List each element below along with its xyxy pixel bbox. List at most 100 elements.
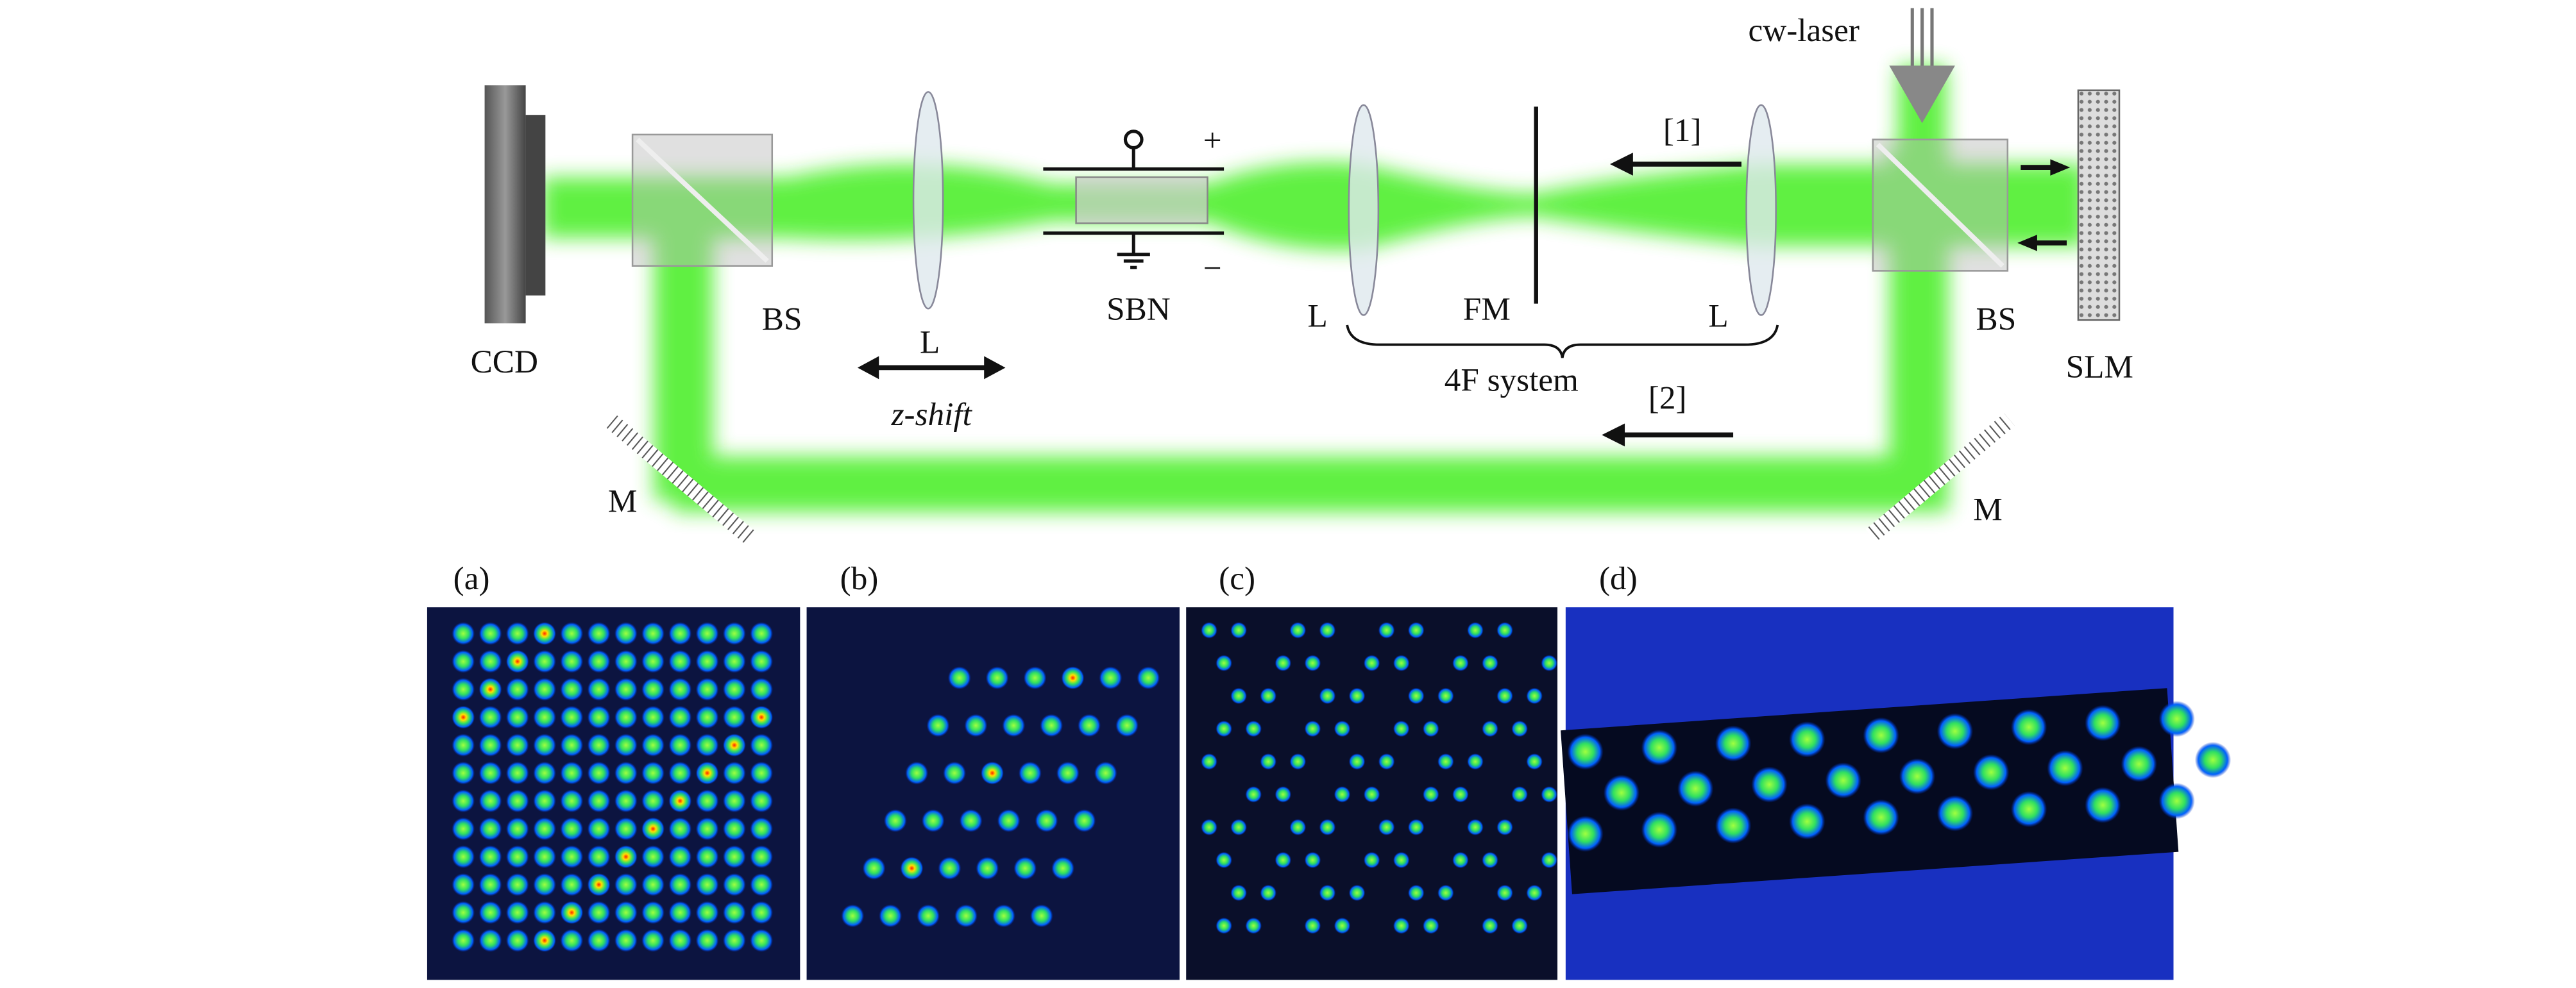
lattice-spot (722, 928, 746, 952)
lattice-spot (1526, 687, 1543, 705)
lattice-spot (1319, 884, 1336, 901)
lattice-spot (505, 622, 529, 646)
lattice-spot (841, 904, 865, 928)
lattice-spot (587, 733, 611, 757)
lattice-spot (1423, 720, 1439, 737)
lattice-spot (641, 901, 665, 925)
lattice-spot (1304, 851, 1321, 869)
lattice-spot (879, 904, 902, 928)
lattice-spot (695, 761, 719, 785)
annotation: [2] (1648, 380, 1687, 416)
lattice-spot (641, 761, 665, 785)
lattice-spot (1567, 733, 1604, 770)
lattice-spot (479, 789, 502, 813)
lattice-spot (479, 705, 502, 729)
lattice-spot (479, 928, 502, 952)
lattice-spot (695, 817, 719, 841)
lattice-spot (1115, 714, 1139, 737)
panel-label: (b) (840, 560, 879, 597)
lattice-spot (668, 873, 692, 896)
lattice-spot (1467, 753, 1484, 770)
lattice-spot (614, 901, 638, 925)
lattice-spot (695, 928, 719, 952)
lattice-spot (479, 678, 502, 701)
lattice-spot (1511, 786, 1528, 803)
lattice-spot (1289, 819, 1307, 836)
lens (1348, 104, 1380, 316)
lattice-spot (1245, 786, 1262, 803)
lattice-spot (1936, 795, 1974, 832)
lattice-spot (614, 705, 638, 729)
lattice-spot (1030, 904, 1053, 928)
lattice-spot (917, 904, 940, 928)
splitter-plane (636, 137, 769, 263)
lattice-spot (560, 873, 584, 896)
label: SLM (2066, 349, 2133, 385)
lattice-spot (985, 666, 1009, 690)
lattice-spot (614, 873, 638, 896)
ccd (484, 85, 526, 324)
lattice-spot (954, 904, 978, 928)
lattice-spot (452, 678, 475, 701)
lattice-spot (695, 705, 719, 729)
lattice-spot (533, 845, 556, 869)
lattice-spot (1348, 687, 1366, 705)
lattice-spot (2158, 783, 2195, 819)
lattice-spot (2121, 746, 2157, 782)
lattice-spot (2010, 791, 2047, 828)
lattice-spot (1526, 753, 1543, 770)
lattice-spot (1201, 622, 1217, 639)
lattice-spot (1319, 687, 1336, 705)
lattice-spot (1216, 720, 1232, 737)
lattice-spot (668, 678, 692, 701)
label: M (608, 483, 638, 520)
lattice-spot (1334, 786, 1351, 803)
lattice-spot (587, 817, 611, 841)
lattice-spot (641, 649, 665, 673)
lattice-spot (505, 649, 529, 673)
lattice-spot (668, 845, 692, 869)
lattice-spot (533, 901, 556, 925)
lattice-spot (1348, 753, 1366, 770)
lattice-spot (722, 789, 746, 813)
panels: (a) (b) (c) (d) (427, 560, 2232, 980)
lattice-spot (533, 873, 556, 896)
lattice-spot (587, 761, 611, 785)
lattice-spot (505, 928, 529, 952)
lattice-spot (452, 928, 475, 952)
lattice-spot (668, 789, 692, 813)
label: L (920, 324, 940, 360)
label: SBN (1106, 291, 1171, 328)
lattice-spot (452, 873, 475, 896)
lattice-spot (750, 901, 774, 925)
lattice-spot (452, 845, 475, 869)
label: BS (1976, 301, 2017, 338)
lattice-spot (1641, 729, 1678, 766)
lattice-spot (560, 789, 584, 813)
lattice-spot (695, 845, 719, 869)
lattice-spot (533, 733, 556, 757)
lattice-spot (2085, 705, 2121, 741)
lattice-spot (921, 809, 945, 832)
lattice-spot (1603, 774, 1640, 811)
lattice-spot (479, 817, 502, 841)
lattice-spot (1863, 717, 1899, 754)
lattice-spot (641, 733, 665, 757)
lattice-spot (560, 928, 584, 952)
lattice-spot (1275, 851, 1292, 869)
lattice-spot (750, 649, 774, 673)
lattice-spot (1393, 917, 1410, 934)
beams (542, 65, 2087, 512)
lattice-spot (479, 761, 502, 785)
lattice-spot (1099, 666, 1123, 690)
lattice-spot (1541, 655, 1558, 672)
label: BS (762, 301, 802, 338)
lattice-spot (1051, 857, 1075, 880)
lattice-spot (750, 928, 774, 952)
lattice-spot (452, 622, 475, 646)
lattice-spot (505, 845, 529, 869)
lattice-spot (614, 845, 638, 869)
lattice-spot (641, 928, 665, 952)
lattice-spot (560, 901, 584, 925)
